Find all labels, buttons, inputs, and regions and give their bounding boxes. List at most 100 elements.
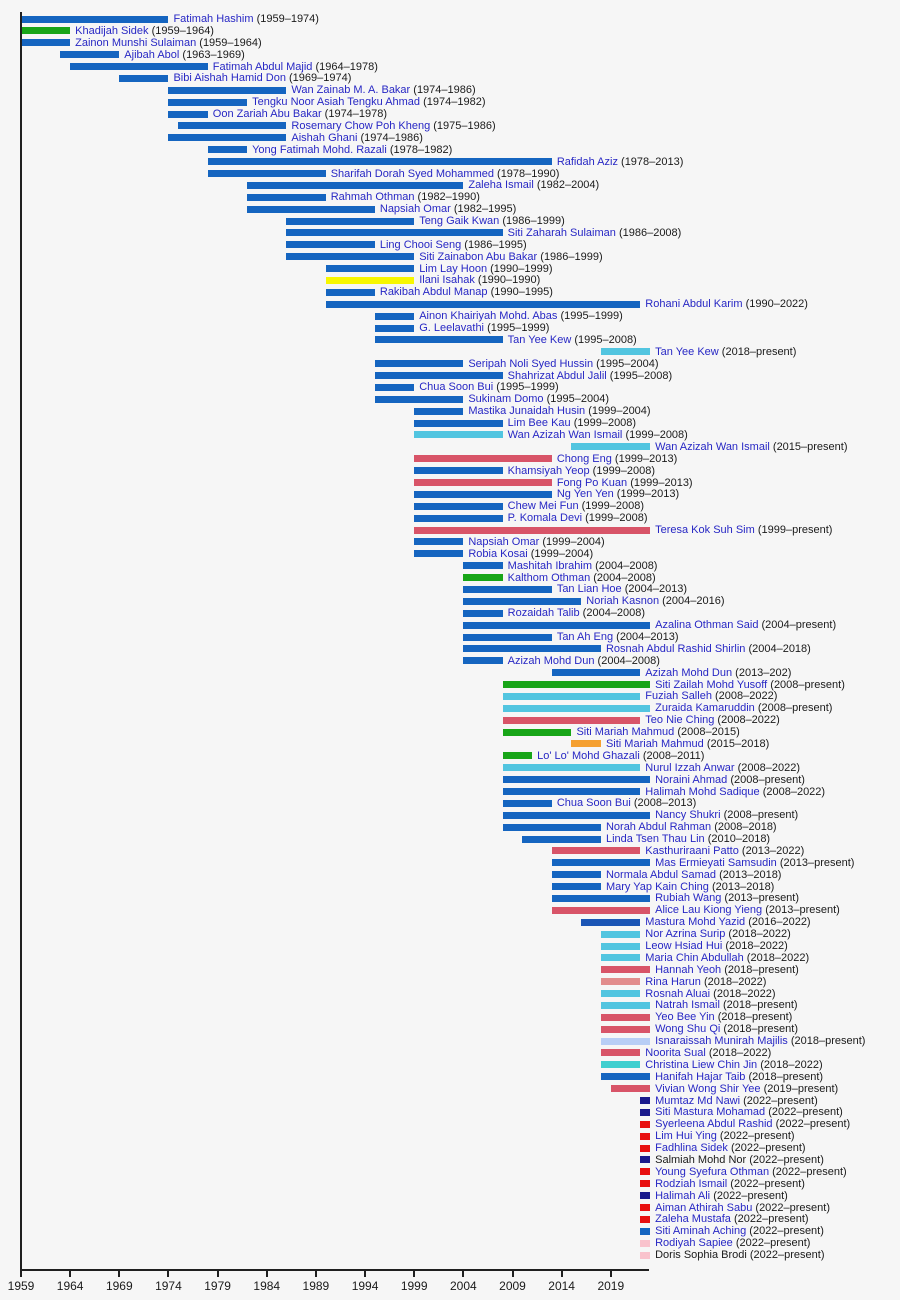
- member-name[interactable]: Teo Nie Ching: [645, 714, 715, 727]
- member-name[interactable]: Wan Azizah Wan Ismail: [507, 428, 623, 441]
- member-name[interactable]: Rubiah Wang: [655, 892, 722, 905]
- member-name[interactable]: Wan Azizah Wan Ismail: [655, 440, 770, 453]
- member-name[interactable]: Oon Zariah Abu Bakar: [212, 108, 322, 121]
- member-name[interactable]: Mary Yap Kain Ching: [605, 880, 709, 893]
- member-name[interactable]: Wan Zainab M. A. Bakar: [291, 84, 411, 97]
- member-name[interactable]: Mastura Mohd Yazid: [645, 916, 746, 929]
- member-name[interactable]: Siti Zaharah Sulaiman: [507, 226, 616, 239]
- member-name[interactable]: Robia Kosai: [468, 547, 528, 560]
- member-name[interactable]: Mastika Junaidah Husin: [468, 405, 586, 418]
- member-name[interactable]: Normala Abdul Samad: [605, 868, 717, 881]
- member-name[interactable]: Zainon Munshi Sulaiman: [75, 36, 197, 49]
- member-name[interactable]: Lim Lay Hoon: [419, 262, 488, 275]
- member-name[interactable]: Tan Yee Kew: [655, 345, 719, 358]
- member-name[interactable]: Young Syefura Othman: [655, 1165, 770, 1178]
- member-name[interactable]: Sukinam Domo: [468, 393, 544, 406]
- member-name[interactable]: Nurul Izzah Anwar: [645, 761, 735, 774]
- member-name[interactable]: Azalina Othman Said: [655, 619, 759, 632]
- member-name[interactable]: Fatimah Abdul Majid: [212, 60, 313, 73]
- member-name[interactable]: Tan Lian Hoe: [556, 583, 622, 596]
- member-name[interactable]: Aiman Athirah Sabu: [655, 1201, 753, 1214]
- member-name[interactable]: Seripah Noli Syed Hussin: [468, 357, 594, 370]
- member-name[interactable]: P. Komala Devi: [507, 512, 583, 525]
- member-name[interactable]: Azizah Mohd Dun: [507, 654, 595, 667]
- member-name[interactable]: G. Leelavathi: [419, 322, 485, 334]
- member-name[interactable]: Noorita Sual: [645, 1046, 706, 1059]
- member-name[interactable]: Siti Zainabon Abu Bakar: [419, 250, 538, 263]
- member-name[interactable]: Zaleha Ismail: [468, 179, 534, 192]
- member-name[interactable]: Linda Tsen Thau Lin: [605, 833, 705, 846]
- member-name[interactable]: Rakibah Abdul Manap: [379, 286, 488, 299]
- member-name[interactable]: Shahrizat Abdul Jalil: [507, 369, 607, 382]
- member-name[interactable]: Kalthom Othman: [507, 571, 591, 584]
- member-name[interactable]: Zuraida Kamaruddin: [655, 702, 755, 715]
- member-name[interactable]: Nancy Shukri: [655, 809, 721, 822]
- member-name[interactable]: Maria Chin Abdullah: [645, 951, 744, 964]
- member-name[interactable]: Fadhlina Sidek: [655, 1142, 728, 1155]
- member-name[interactable]: Lim Bee Kau: [507, 417, 571, 430]
- member-name[interactable]: Mumtaz Md Nawi: [655, 1094, 741, 1107]
- member-name[interactable]: Napsiah Omar: [468, 535, 540, 548]
- member-name[interactable]: Christina Liew Chin Jin: [645, 1058, 758, 1071]
- member-name[interactable]: Wong Shu Qi: [655, 1023, 721, 1036]
- member-name[interactable]: Teng Gaik Kwan: [419, 215, 500, 228]
- member-name[interactable]: Rohani Abdul Karim: [645, 298, 743, 311]
- member-name[interactable]: Alice Lau Kiong Yieng: [655, 904, 763, 917]
- member-name[interactable]: Siti Mariah Mahmud: [605, 737, 704, 750]
- member-name[interactable]: Halimah Ali: [655, 1189, 711, 1202]
- member-name[interactable]: Siti Aminah Aching: [655, 1225, 747, 1238]
- member-name[interactable]: Rodiyah Sapiee: [655, 1237, 733, 1250]
- member-name[interactable]: Chua Soon Bui: [556, 797, 631, 810]
- member-name[interactable]: Ling Chooi Seng: [379, 238, 462, 251]
- member-name[interactable]: Chua Soon Bui: [419, 381, 494, 394]
- member-name[interactable]: Mashitah Ibrahim: [507, 559, 593, 572]
- member-name[interactable]: Natrah Ismail: [655, 999, 720, 1012]
- member-name[interactable]: Bibi Aishah Hamid Don: [173, 72, 286, 85]
- member-name[interactable]: Tengku Noor Asiah Tengku Ahmad: [252, 96, 421, 109]
- member-name[interactable]: Siti Mariah Mahmud: [576, 726, 675, 739]
- member-name[interactable]: Teresa Kok Suh Sim: [655, 524, 755, 537]
- member-name[interactable]: Rina Harun: [645, 975, 701, 988]
- member-name[interactable]: Khadijah Sidek: [75, 24, 149, 37]
- member-name[interactable]: Ilani Isahak: [419, 274, 475, 287]
- member-name[interactable]: Leow Hsiad Hui: [645, 940, 723, 953]
- member-name[interactable]: Ainon Khairiyah Mohd. Abas: [419, 310, 558, 323]
- member-name[interactable]: Norah Abdul Rahman: [605, 821, 712, 834]
- member-name[interactable]: Khamsiyah Yeop: [507, 464, 590, 477]
- member-name[interactable]: Hannah Yeoh: [655, 963, 722, 976]
- member-name[interactable]: Fuziah Salleh: [645, 690, 712, 703]
- member-name[interactable]: Rahmah Othman: [330, 191, 415, 204]
- member-name[interactable]: Chong Eng: [556, 452, 612, 465]
- member-name[interactable]: Rafidah Aziz: [556, 155, 618, 168]
- member-name[interactable]: Siti Zailah Mohd Yusoff: [655, 678, 768, 691]
- member-name[interactable]: Lim Hui Ying: [655, 1130, 717, 1143]
- member-name[interactable]: Napsiah Omar: [379, 203, 451, 216]
- member-name[interactable]: Chew Mei Fun: [507, 500, 579, 513]
- member-name[interactable]: Yeo Bee Yin: [655, 1011, 715, 1024]
- member-name[interactable]: Rosemary Chow Poh Kheng: [291, 119, 431, 132]
- member-name[interactable]: Sharifah Dorah Syed Mohammed: [330, 167, 494, 180]
- member-name[interactable]: Yong Fatimah Mohd. Razali: [252, 143, 387, 156]
- member-name[interactable]: Azizah Mohd Dun: [645, 666, 733, 679]
- member-name[interactable]: Aishah Ghani: [291, 131, 358, 144]
- member-name[interactable]: Zaleha Mustafa: [655, 1213, 731, 1226]
- member-name[interactable]: Lo' Lo' Mohd Ghazali: [537, 749, 640, 762]
- member-name[interactable]: Vivian Wong Shir Yee: [655, 1082, 761, 1095]
- member-name[interactable]: Noraini Ahmad: [655, 773, 728, 786]
- member-name[interactable]: Tan Yee Kew: [507, 333, 572, 346]
- member-name[interactable]: Nor Azrina Surip: [645, 928, 726, 941]
- member-name[interactable]: Noriah Kasnon: [586, 595, 660, 608]
- member-name[interactable]: Ng Yen Yen: [556, 488, 614, 501]
- member-name[interactable]: Syerleena Abdul Rashid: [655, 1118, 773, 1131]
- member-name[interactable]: Fong Po Kuan: [556, 476, 628, 489]
- member-name[interactable]: Mas Ermieyati Samsudin: [655, 856, 777, 869]
- member-name[interactable]: Kasthuriraani Patto: [645, 844, 739, 857]
- member-name[interactable]: Ajibah Abol: [124, 48, 180, 61]
- member-name[interactable]: Isnaraissah Munirah Majilis: [655, 1035, 788, 1048]
- member-name[interactable]: Tan Ah Eng: [556, 631, 614, 644]
- member-name[interactable]: Fatimah Hashim: [173, 13, 254, 25]
- member-name[interactable]: Rozaidah Talib: [507, 607, 580, 620]
- member-name[interactable]: Rosnah Aluai: [645, 987, 711, 1000]
- member-name[interactable]: Rosnah Abdul Rashid Shirlin: [605, 642, 746, 655]
- member-name[interactable]: Rodziah Ismail: [655, 1177, 728, 1190]
